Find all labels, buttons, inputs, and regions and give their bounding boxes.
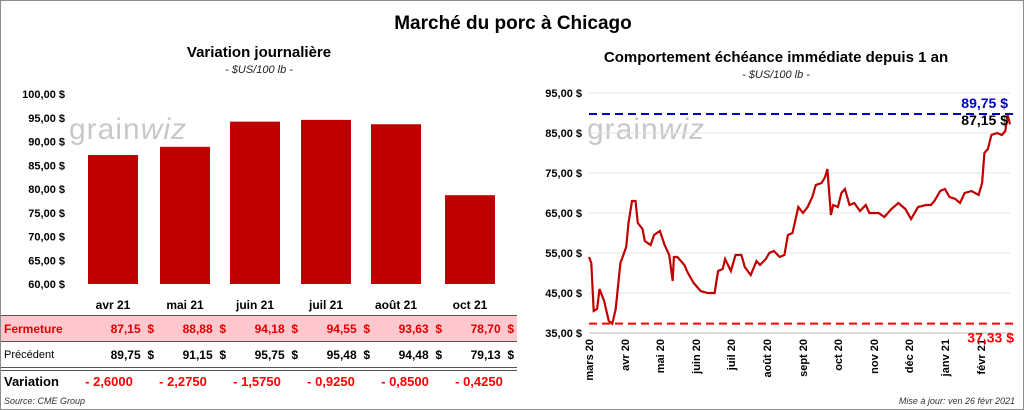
x-tick-label: sept 20 — [798, 339, 810, 377]
bar — [230, 121, 280, 285]
change-row: Variation - 2,6000 - 2,2750 - 1,5750 - 0,92… — [1, 369, 517, 394]
y-tick-label: 95,00 $ — [28, 113, 65, 125]
table-divider — [1, 367, 517, 371]
last-value-label: 87,15 $ — [961, 112, 1008, 128]
previous-row-label: Précédent — [4, 348, 55, 361]
x-tick-label: oct 20 — [833, 339, 845, 371]
bar — [301, 119, 351, 284]
price-line — [587, 114, 1012, 326]
y-tick-label: 65,00 $ — [28, 255, 65, 267]
source-note: Source: CME Group — [4, 396, 86, 406]
y-tick-label: 70,00 $ — [28, 232, 65, 244]
x-tick-label: mai 21 — [166, 298, 204, 312]
x-tick-label: juil 21 — [308, 298, 343, 312]
previous-cell: 95,75 $ — [254, 347, 298, 362]
x-tick-label: janv 21 — [940, 339, 952, 377]
x-tick-label: avr 21 — [96, 298, 131, 312]
x-tick-label: juin 20 — [691, 339, 703, 375]
previous-cell: 95,48 $ — [326, 347, 370, 362]
high-value-label: 89,75 $ — [961, 95, 1008, 111]
y-tick-label: 95,00 $ — [545, 88, 582, 100]
bar-chart: 60,00 $ 65,00 $ 70,00 $ 75,00 $ 80,00 $ 85,00… — [22, 89, 495, 312]
y-tick-label: 55,00 $ — [545, 248, 582, 260]
y-tick-label: 100,00 $ — [22, 89, 65, 101]
y-tick-label: 65,00 $ — [545, 208, 582, 220]
left-chart-unit: - $US/100 lb - — [225, 64, 293, 76]
divider — [517, 39, 518, 409]
close-cell: 78,70 $ — [470, 321, 514, 336]
bar — [88, 155, 138, 284]
close-row: Fermeture 87,15 $ 88,88 $ 94,18 $ 94,55 $ 93… — [1, 315, 517, 341]
previous-cell: 79,13 $ — [470, 347, 514, 362]
right-chart-unit: - $US/100 lb - — [742, 69, 810, 81]
change-row-label: Variation — [4, 374, 59, 389]
watermark-logo: grainwiz — [69, 113, 188, 146]
line-chart: 35,00 $ 45,00 $ 55,00 $ 65,00 $ 75,00 $ 85,00… — [545, 88, 1014, 381]
right-chart-title: Comportement échéance immédiate depuis 1… — [603, 49, 949, 66]
close-cell: 88,88 $ — [182, 321, 226, 336]
y-tick-label: 85,00 $ — [545, 128, 582, 140]
previous-row: Précédent 89,75 $ 91,15 $ 95,75 $ 95,48 $ 94… — [1, 341, 517, 367]
y-tick-label: 45,00 $ — [545, 288, 582, 300]
watermark-logo-right: grainwiz — [587, 113, 706, 146]
x-tick-label: juil 20 — [726, 339, 738, 371]
close-cell: 94,18 $ — [254, 321, 298, 336]
x-tick-label: févr 21 — [976, 339, 988, 374]
y-tick-label: 60,00 $ — [28, 279, 65, 291]
change-cell: - 1,5750 — [233, 374, 281, 389]
change-cell: - 0,9250 — [307, 374, 355, 389]
y-tick-label: 75,00 $ — [545, 168, 582, 180]
previous-cell: 94,48 $ — [398, 347, 442, 362]
change-cell: - 2,2750 — [159, 374, 207, 389]
x-tick-label: juin 21 — [235, 298, 274, 312]
bar — [371, 124, 421, 284]
close-row-label: Fermeture — [4, 321, 63, 336]
left-chart-title: Variation journalière — [186, 44, 332, 61]
close-cell: 87,15 $ — [110, 321, 154, 336]
bar — [445, 195, 495, 284]
previous-cell: 89,75 $ — [110, 347, 154, 362]
x-tick-label: août 20 — [762, 339, 774, 378]
x-tick-label: mai 20 — [655, 339, 667, 373]
bar — [160, 146, 210, 284]
x-tick-label: oct 21 — [453, 298, 488, 312]
close-cell: 94,55 $ — [326, 321, 370, 336]
change-cell: - 0,4250 — [455, 374, 503, 389]
x-tick-label: avr 20 — [620, 339, 632, 371]
y-tick-label: 90,00 $ — [28, 137, 65, 149]
x-tick-label: août 21 — [375, 298, 417, 312]
y-tick-label: 80,00 $ — [28, 184, 65, 196]
x-tick-label: déc 20 — [904, 339, 916, 373]
x-tick-label: mars 20 — [584, 339, 596, 381]
y-tick-label: 35,00 $ — [545, 328, 582, 340]
x-tick-label: nov 20 — [869, 339, 881, 374]
change-cell: - 0,8500 — [381, 374, 429, 389]
change-cell: - 2,6000 — [85, 374, 133, 389]
update-note: Mise à jour: ven 26 févr 2021 — [898, 396, 1015, 406]
previous-cell: 91,15 $ — [182, 347, 226, 362]
y-tick-label: 85,00 $ — [28, 160, 65, 172]
close-cell: 93,63 $ — [398, 321, 442, 336]
low-value-label: 37,33 $ — [967, 330, 1014, 346]
y-tick-label: 75,00 $ — [28, 208, 65, 220]
page-title: Marché du porc à Chicago — [394, 13, 632, 34]
